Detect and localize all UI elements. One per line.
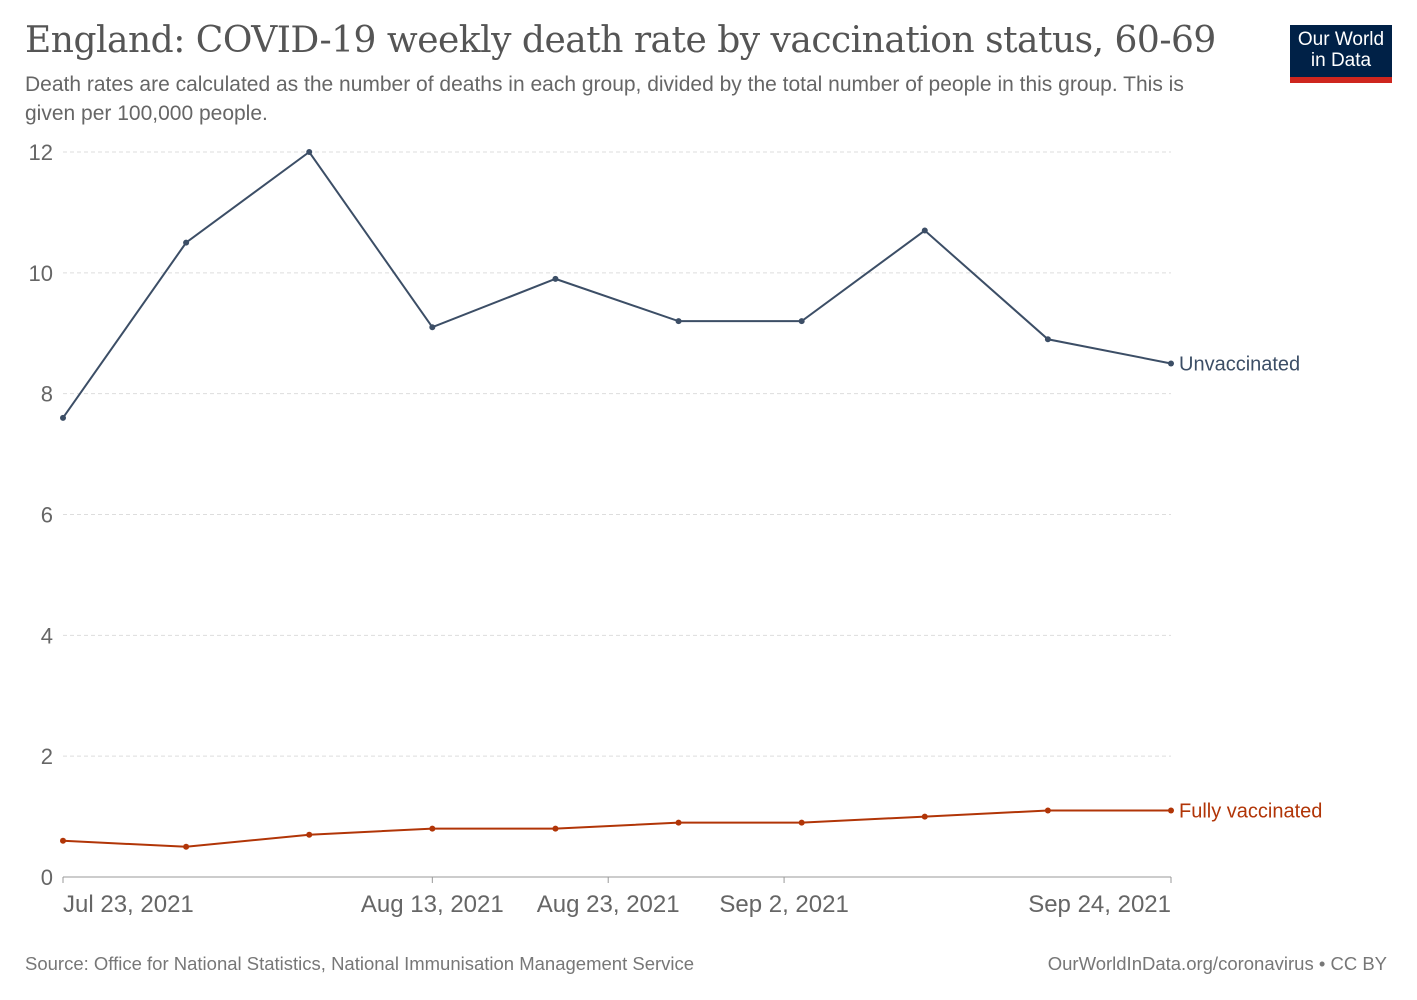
y-tick-label: 0 bbox=[41, 865, 53, 890]
data-point bbox=[1168, 360, 1174, 367]
x-tick-label: Aug 23, 2021 bbox=[537, 891, 680, 918]
data-point bbox=[1044, 336, 1051, 343]
x-tick-label: Sep 24, 2021 bbox=[1028, 891, 1171, 918]
data-point bbox=[1168, 807, 1174, 814]
data-point bbox=[921, 813, 928, 820]
data-point bbox=[306, 831, 313, 838]
y-tick-label: 2 bbox=[41, 744, 53, 769]
y-tick-label: 12 bbox=[29, 140, 53, 165]
data-point bbox=[798, 819, 805, 826]
x-tick-label: Jul 23, 2021 bbox=[63, 891, 194, 918]
data-point bbox=[798, 318, 805, 325]
data-point bbox=[429, 324, 436, 331]
data-point bbox=[429, 825, 436, 832]
y-tick-label: 4 bbox=[41, 623, 53, 648]
y-tick-label: 10 bbox=[29, 261, 53, 286]
data-point bbox=[183, 843, 190, 850]
x-tick-label: Aug 13, 2021 bbox=[361, 891, 504, 918]
logo-line-2: in Data bbox=[1310, 50, 1372, 71]
y-tick-label: 8 bbox=[41, 382, 53, 407]
source-note: Source: Office for National Statistics, … bbox=[25, 953, 695, 974]
logo-line-1: Our World bbox=[1297, 29, 1385, 50]
data-point bbox=[552, 825, 559, 832]
data-point bbox=[1044, 807, 1051, 814]
series-label: Fully vaccinated bbox=[1179, 801, 1322, 823]
series-label: Unvaccinated bbox=[1179, 353, 1300, 375]
data-point bbox=[675, 318, 682, 325]
data-point bbox=[921, 227, 928, 234]
chart-title: England: COVID-19 weekly death rate by v… bbox=[25, 20, 1216, 61]
series-line-unvaccinated bbox=[62, 150, 1172, 419]
data-point bbox=[552, 275, 559, 282]
data-point bbox=[183, 239, 190, 246]
data-point bbox=[60, 414, 66, 421]
logo-red-bar bbox=[1290, 77, 1392, 83]
data-point bbox=[306, 149, 313, 155]
x-tick-label: Sep 2, 2021 bbox=[719, 891, 848, 918]
chart-subtitle: Death rates are calculated as the number… bbox=[25, 73, 1184, 125]
data-point bbox=[60, 837, 66, 844]
y-tick-label: 6 bbox=[41, 503, 53, 528]
data-point bbox=[675, 819, 682, 826]
series-line-fully-vaccinated bbox=[62, 809, 1171, 848]
credit-link[interactable]: OurWorldInData.org/coronavirus • CC BY bbox=[1047, 953, 1387, 974]
owid-logo[interactable]: Our World in Data bbox=[1290, 25, 1392, 83]
